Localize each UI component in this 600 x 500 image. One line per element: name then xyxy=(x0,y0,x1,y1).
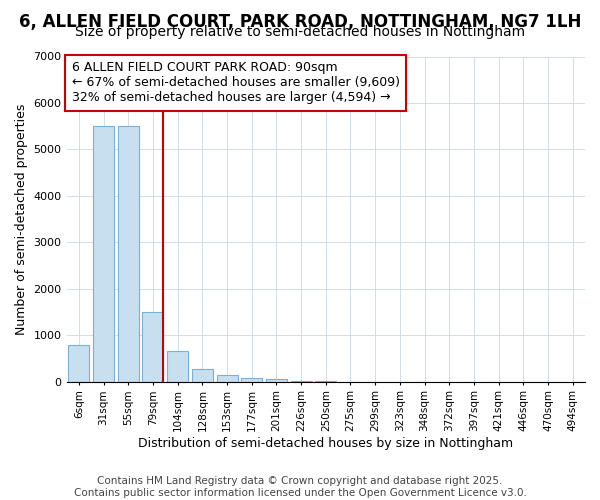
Text: 6, ALLEN FIELD COURT, PARK ROAD, NOTTINGHAM, NG7 1LH: 6, ALLEN FIELD COURT, PARK ROAD, NOTTING… xyxy=(19,12,581,30)
Bar xyxy=(217,374,238,382)
Bar xyxy=(167,352,188,382)
Y-axis label: Number of semi-detached properties: Number of semi-detached properties xyxy=(15,104,28,335)
Bar xyxy=(142,312,163,382)
Text: 6 ALLEN FIELD COURT PARK ROAD: 90sqm
← 67% of semi-detached houses are smaller (: 6 ALLEN FIELD COURT PARK ROAD: 90sqm ← 6… xyxy=(72,62,400,104)
X-axis label: Distribution of semi-detached houses by size in Nottingham: Distribution of semi-detached houses by … xyxy=(138,437,514,450)
Bar xyxy=(118,126,139,382)
Bar xyxy=(192,368,213,382)
Bar xyxy=(93,126,114,382)
Bar xyxy=(68,344,89,382)
Bar xyxy=(241,378,262,382)
Text: Size of property relative to semi-detached houses in Nottingham: Size of property relative to semi-detach… xyxy=(75,25,525,39)
Bar xyxy=(266,380,287,382)
Text: Contains HM Land Registry data © Crown copyright and database right 2025.
Contai: Contains HM Land Registry data © Crown c… xyxy=(74,476,526,498)
